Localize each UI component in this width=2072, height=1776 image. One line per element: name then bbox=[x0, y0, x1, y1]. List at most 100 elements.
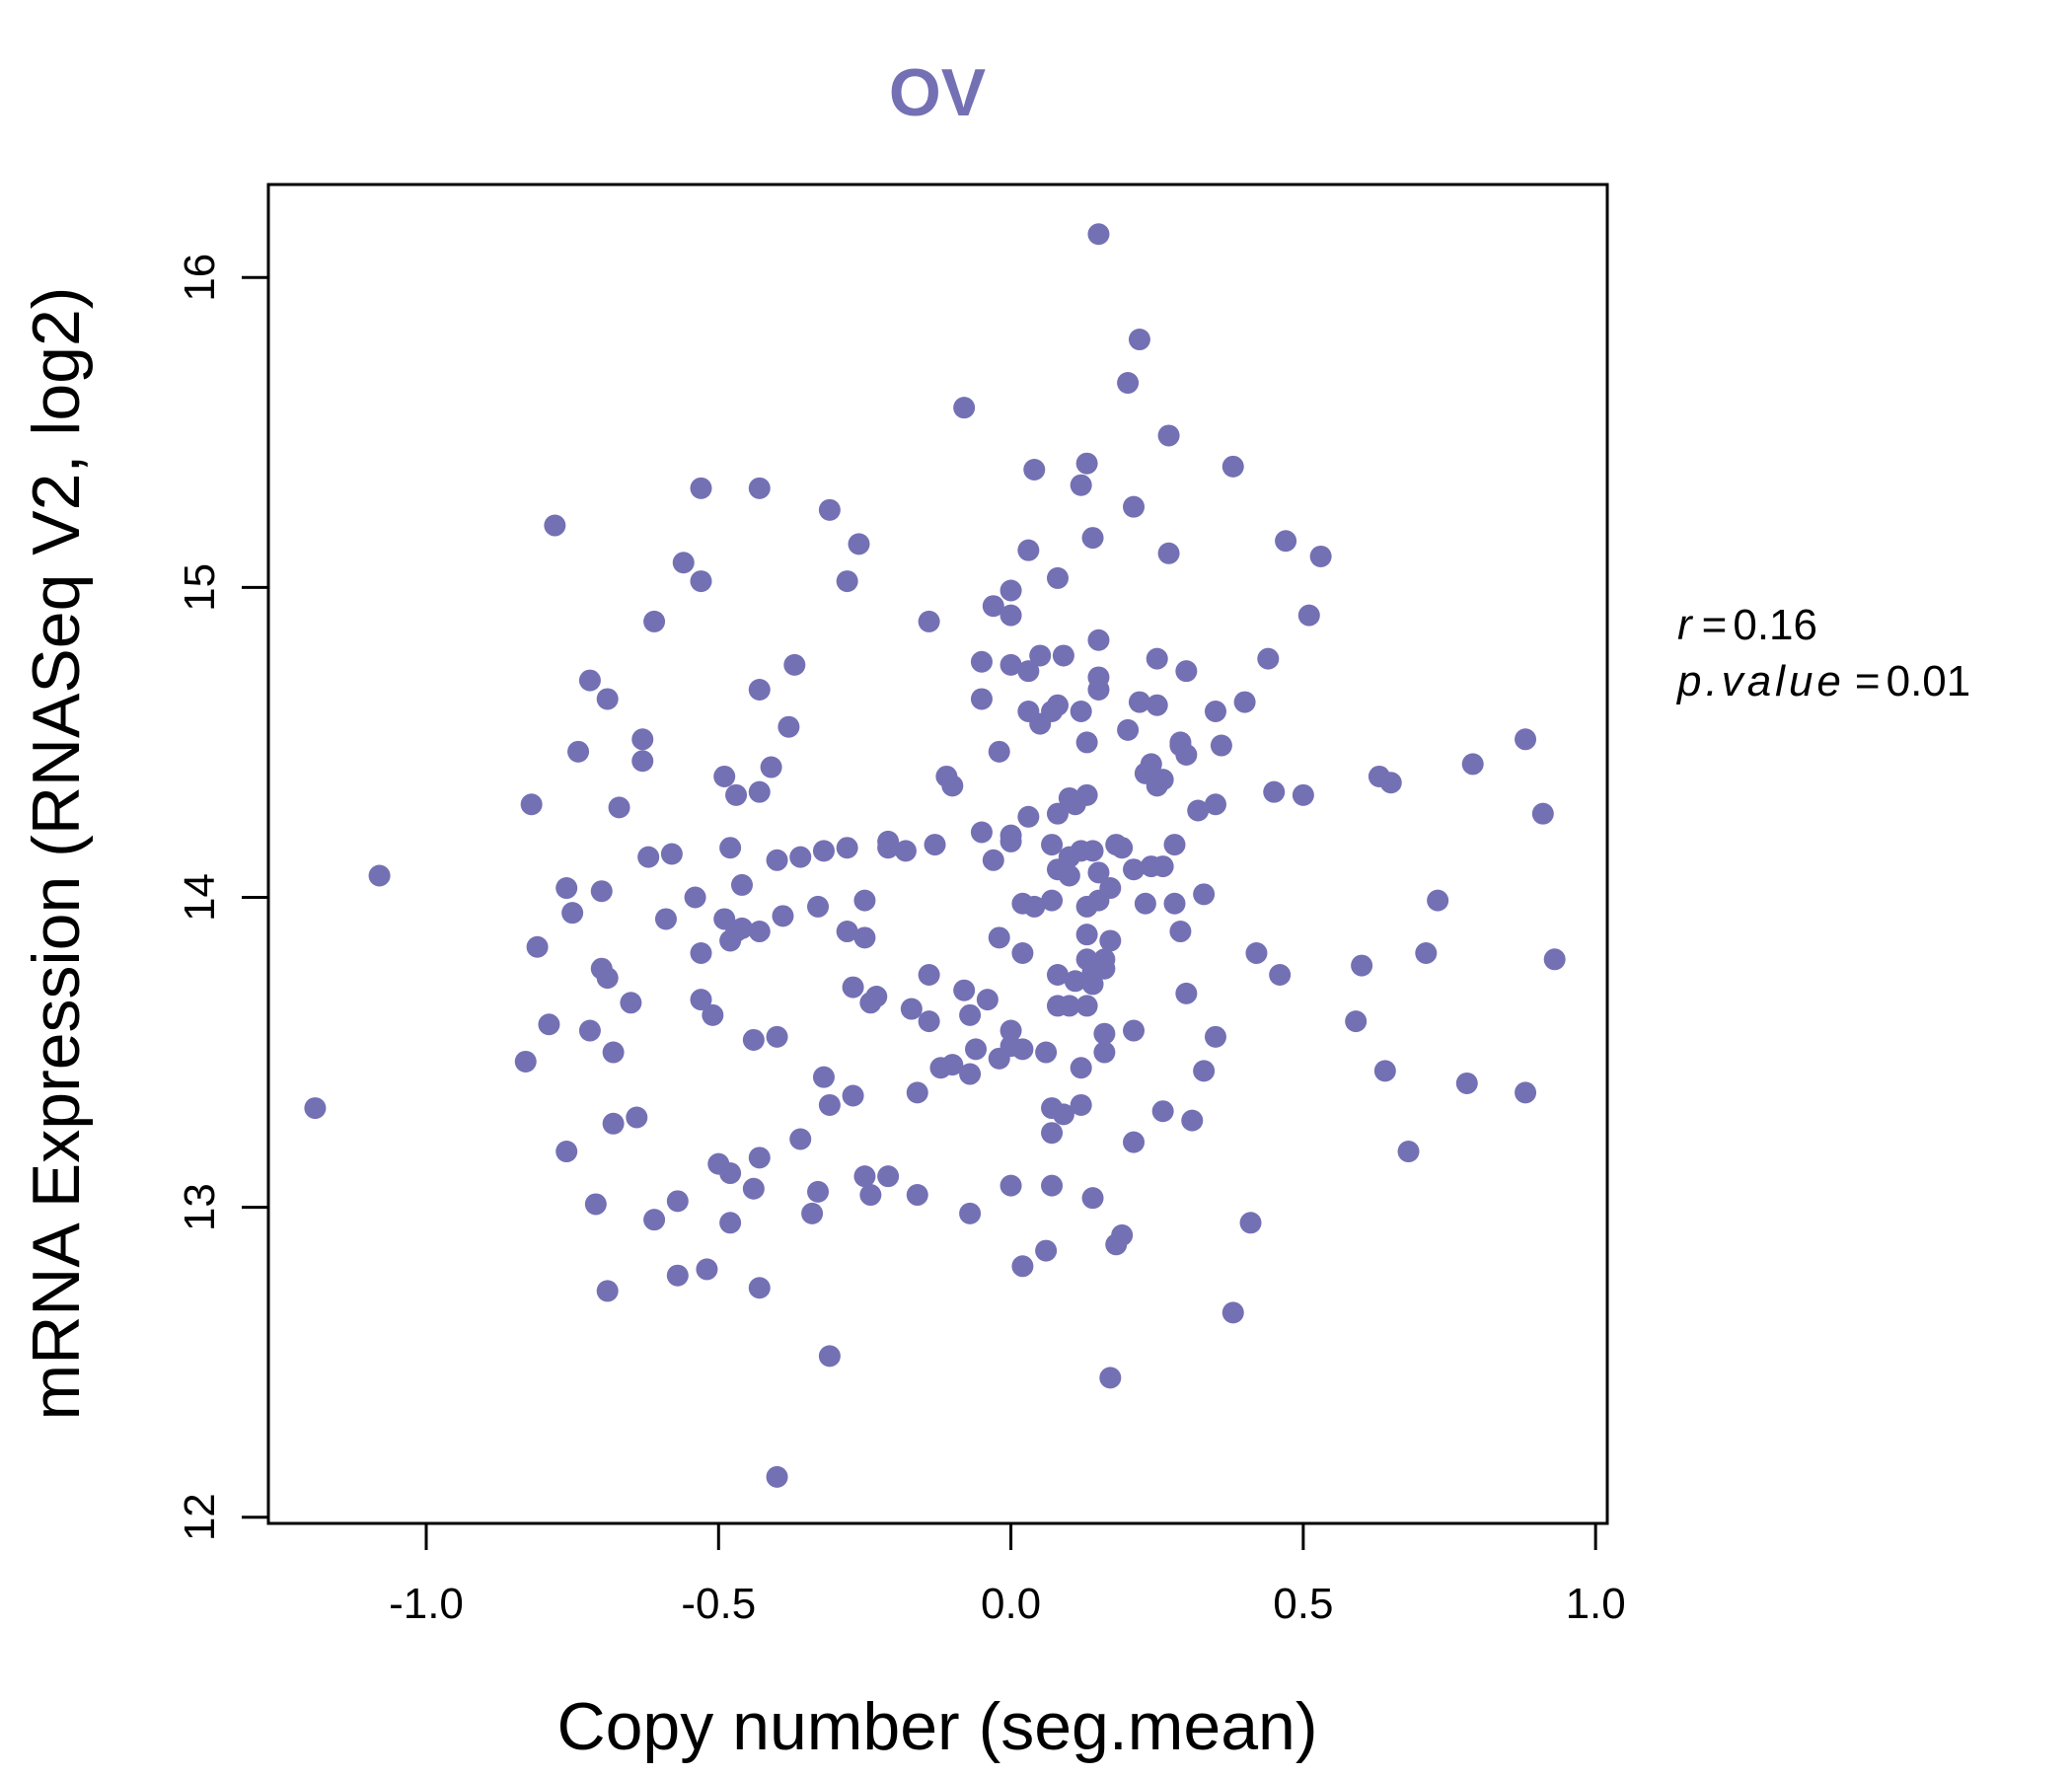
y-axis: 12 13 14 15 16 bbox=[176, 254, 270, 1541]
data-point bbox=[999, 824, 1022, 847]
data-point bbox=[514, 1050, 537, 1073]
data-point bbox=[988, 740, 1010, 763]
x-tick-label: -0.5 bbox=[681, 1580, 756, 1628]
data-point bbox=[626, 1106, 648, 1129]
data-point bbox=[608, 796, 630, 819]
data-point bbox=[631, 750, 654, 773]
data-point bbox=[1041, 1174, 1064, 1197]
data-point bbox=[730, 917, 753, 939]
data-point bbox=[1081, 527, 1104, 550]
data-point bbox=[1163, 834, 1186, 856]
data-point bbox=[1011, 1038, 1034, 1061]
data-point bbox=[766, 849, 788, 871]
data-point bbox=[1345, 1010, 1368, 1033]
data-point bbox=[1052, 1103, 1074, 1126]
data-point bbox=[988, 926, 1010, 949]
data-point bbox=[672, 552, 695, 574]
data-point bbox=[304, 1097, 327, 1120]
data-point bbox=[1263, 780, 1286, 803]
p-label: p.value bbox=[1675, 657, 1845, 705]
data-point bbox=[654, 908, 677, 930]
data-point bbox=[1011, 942, 1034, 965]
data-point bbox=[1151, 1100, 1174, 1123]
data-point bbox=[1046, 694, 1069, 716]
data-point bbox=[1017, 805, 1040, 828]
y-tick-label: 15 bbox=[176, 563, 224, 612]
data-point bbox=[818, 1093, 841, 1116]
data-point bbox=[789, 846, 812, 868]
y-axis-title: mRNA Expression (RNASeq V2, log2) bbox=[19, 287, 94, 1421]
data-point bbox=[578, 669, 601, 692]
data-point bbox=[1075, 452, 1098, 475]
data-point bbox=[1151, 769, 1174, 791]
data-point bbox=[953, 397, 976, 419]
data-point bbox=[959, 1003, 982, 1026]
data-point bbox=[1023, 895, 1046, 918]
data-point bbox=[1175, 743, 1198, 766]
data-point bbox=[982, 595, 1004, 618]
data-point bbox=[1128, 329, 1150, 351]
data-point bbox=[713, 765, 736, 787]
data-point bbox=[1351, 954, 1373, 977]
data-point bbox=[918, 1010, 940, 1033]
data-point bbox=[836, 921, 858, 943]
data-point bbox=[1023, 458, 1046, 481]
data-point bbox=[906, 1184, 928, 1207]
data-point bbox=[643, 1209, 666, 1231]
data-point bbox=[1035, 1041, 1058, 1064]
data-point bbox=[783, 653, 806, 676]
data-point bbox=[1087, 629, 1110, 651]
data-point bbox=[1117, 372, 1140, 395]
data-point bbox=[1075, 731, 1098, 754]
data-point bbox=[1175, 982, 1198, 1004]
data-point bbox=[1111, 837, 1134, 859]
data-point bbox=[941, 1054, 964, 1076]
data-point bbox=[1397, 1141, 1420, 1163]
data-point bbox=[1204, 701, 1226, 723]
data-point bbox=[1193, 1060, 1216, 1082]
data-point bbox=[1099, 929, 1122, 952]
data-point bbox=[965, 1038, 988, 1061]
data-point bbox=[1123, 858, 1146, 881]
data-point bbox=[1461, 753, 1484, 776]
data-point bbox=[906, 1081, 928, 1104]
data-point bbox=[1093, 1041, 1116, 1064]
data-point bbox=[637, 846, 660, 868]
data-point bbox=[1233, 691, 1256, 713]
data-point bbox=[918, 610, 940, 632]
data-point bbox=[1052, 644, 1074, 667]
data-point bbox=[725, 783, 748, 806]
data-point bbox=[1146, 647, 1168, 670]
data-point bbox=[1275, 530, 1297, 553]
data-point bbox=[719, 1162, 742, 1185]
data-point bbox=[1427, 889, 1449, 912]
data-point bbox=[1193, 883, 1216, 906]
data-point bbox=[748, 1147, 771, 1169]
data-point bbox=[1087, 223, 1110, 246]
data-point bbox=[970, 650, 993, 673]
data-point bbox=[742, 1177, 765, 1200]
data-point bbox=[1075, 924, 1098, 946]
data-point bbox=[1163, 892, 1186, 915]
y-tick-label: 13 bbox=[176, 1183, 224, 1231]
data-point bbox=[766, 1025, 788, 1048]
data-point bbox=[1309, 545, 1332, 567]
data-point bbox=[807, 1180, 830, 1203]
data-point bbox=[596, 967, 619, 990]
data-point bbox=[1515, 728, 1537, 751]
data-point bbox=[690, 989, 712, 1011]
data-point bbox=[1099, 877, 1122, 900]
data-point bbox=[555, 1141, 578, 1163]
data-point bbox=[1075, 783, 1098, 806]
data-point bbox=[1081, 973, 1104, 996]
data-point bbox=[1093, 948, 1116, 971]
data-point bbox=[596, 688, 619, 710]
data-point bbox=[1111, 1223, 1134, 1246]
x-axis-title: Copy number (seg.mean) bbox=[556, 1689, 1317, 1764]
data-point bbox=[1157, 424, 1180, 447]
data-point bbox=[853, 926, 876, 949]
data-point bbox=[1017, 660, 1040, 683]
x-tick-label: 0.0 bbox=[981, 1580, 1041, 1628]
data-point bbox=[1041, 834, 1064, 856]
